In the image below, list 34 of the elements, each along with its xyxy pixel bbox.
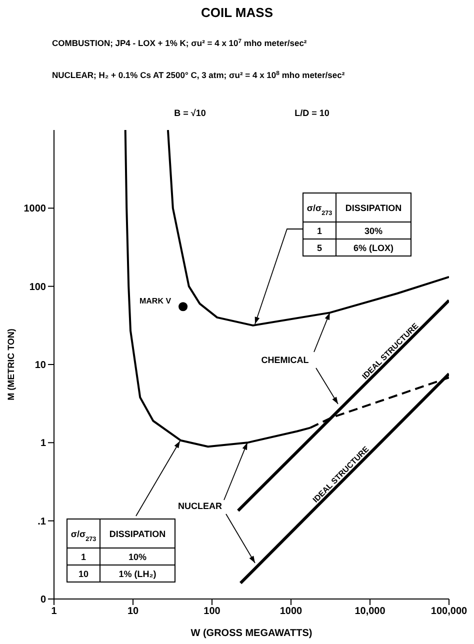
x-tick-label: 100 xyxy=(204,606,221,618)
annotation: 6% (LOX) xyxy=(353,243,394,253)
x-tick-label: 1000 xyxy=(280,606,303,618)
y-tick-label: 1000 xyxy=(24,204,46,215)
annotation: σ/σ$_{273}$ xyxy=(70,529,97,542)
y-tick-label: 1 xyxy=(40,438,46,450)
series-label: MARK V xyxy=(139,296,172,306)
annotation: DISSIPATION xyxy=(109,529,166,539)
x-tick-label: 10,000 xyxy=(354,606,386,618)
text: COMBUSTION; JP4 - LOX + 1% K; σu² = 4 x 10$^{7}$ mho meter/sec² xyxy=(52,38,307,48)
x-axis-title: W (GROSS MEGAWATTS) xyxy=(190,628,312,639)
y-tick-label: .1 xyxy=(38,516,46,528)
annotation: 10 xyxy=(78,569,89,579)
x-tick-label: 10 xyxy=(127,606,139,618)
annotation: 1% (LH₂) xyxy=(118,569,156,579)
annotation: 5 xyxy=(316,243,322,253)
annotation: 1 xyxy=(80,552,86,562)
text: NUCLEAR; H₂ + 0.1% Cs AT 2500° C, 3 atm; σu² = 4 x 10$^{8}$ mho meter/sec² xyxy=(52,70,345,80)
annotation: CHEMICAL xyxy=(261,355,310,365)
text: L/D = 10 xyxy=(294,108,330,118)
text: B = √10 xyxy=(174,108,206,118)
y-axis-title: M (METRIC TON) xyxy=(6,328,16,400)
annotation: DISSIPATION xyxy=(345,203,402,213)
annotation: 10% xyxy=(128,552,147,562)
annotation: σ/σ$_{273}$ xyxy=(306,203,333,216)
y-tick-label: 10 xyxy=(34,360,46,372)
annotation: 30% xyxy=(364,226,383,236)
y-tick-label: 0 xyxy=(40,594,46,606)
annotation: 1 xyxy=(316,226,322,236)
x-tick-label: 100,000 xyxy=(430,606,468,618)
y-tick-label: 100 xyxy=(29,282,46,293)
x-tick-label: 1 xyxy=(51,606,58,618)
annotation: NUCLEAR xyxy=(178,501,222,511)
chart-title: COIL MASS xyxy=(201,5,274,20)
